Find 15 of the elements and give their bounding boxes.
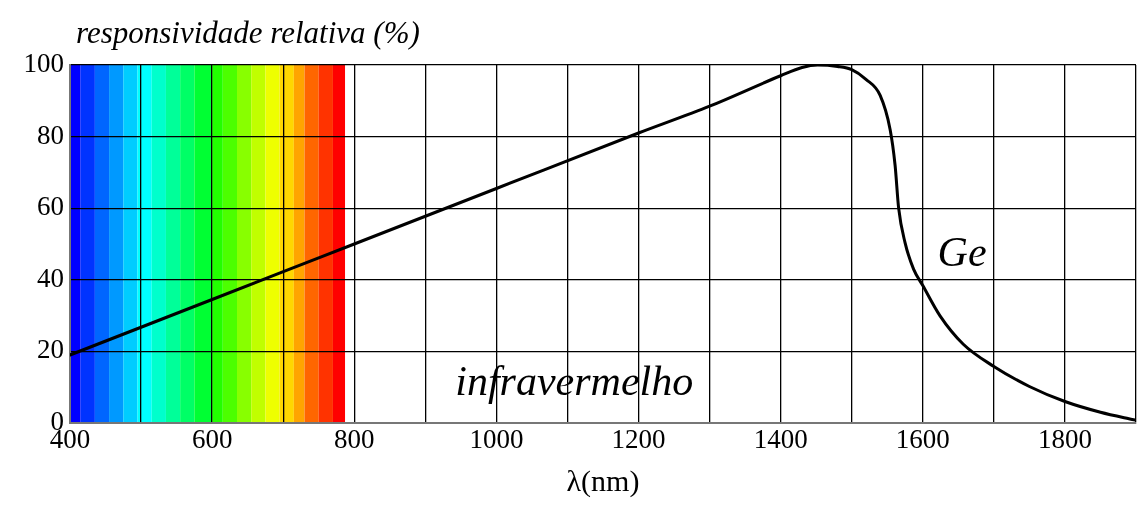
x-tick-label: 600 bbox=[191, 424, 233, 455]
x-tick-label: 1600 bbox=[895, 424, 950, 455]
x-tick-label: 1400 bbox=[753, 424, 808, 455]
y-tick-label: 20 bbox=[37, 334, 64, 365]
y-axis-title: responsividade relativa (%) bbox=[76, 15, 420, 50]
y-tick-label: 100 bbox=[23, 48, 64, 79]
x-tick-label: 1800 bbox=[1037, 424, 1092, 455]
y-tick-label: 60 bbox=[37, 191, 64, 222]
series-label: Ge bbox=[937, 229, 987, 276]
x-tick-label: 1000 bbox=[469, 424, 524, 455]
x-tick-label: 800 bbox=[334, 424, 375, 455]
x-axis-title: λ(nm) bbox=[566, 463, 640, 498]
y-tick-label: 80 bbox=[37, 119, 64, 150]
x-tick-label: 1200 bbox=[611, 424, 666, 455]
y-tick-label: 40 bbox=[37, 262, 64, 293]
